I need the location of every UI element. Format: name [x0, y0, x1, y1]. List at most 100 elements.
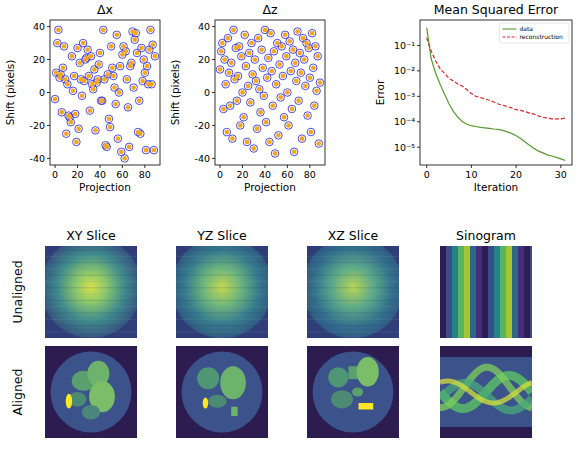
streak [45, 306, 137, 307]
y-tick [212, 125, 215, 126]
scatter-point [122, 156, 127, 161]
scatter-point [282, 115, 287, 120]
streak [524, 246, 526, 338]
streak [176, 262, 268, 263]
streak [307, 300, 399, 301]
scatter-point [58, 72, 63, 77]
streak [176, 294, 268, 295]
y-tick-label: 10⁻² [394, 65, 415, 76]
scatter-point [115, 89, 123, 97]
x-tick [560, 165, 561, 168]
phantom-shape [82, 405, 100, 420]
scatter-point [138, 44, 146, 52]
scatter-point [90, 82, 95, 87]
streak [516, 246, 518, 338]
scatter-point [273, 151, 278, 156]
scatter-point [288, 69, 293, 74]
x-tick-label: 40 [94, 169, 106, 180]
streak [502, 246, 504, 338]
scatter-point [254, 34, 262, 42]
scatter-point [95, 61, 103, 69]
scatter-point [307, 128, 315, 136]
scatter-point [316, 79, 324, 87]
scatter-point [121, 44, 126, 49]
scatter-point [113, 31, 121, 39]
plot-background [50, 20, 160, 165]
streak [176, 281, 268, 282]
scatter-point [286, 38, 294, 46]
scatter-point [268, 67, 276, 75]
scatter-point [144, 148, 149, 153]
scatter-point [222, 57, 227, 62]
scatter-point [266, 55, 271, 60]
streak [470, 246, 472, 338]
scatter-point [131, 85, 136, 90]
image-panel [176, 246, 268, 338]
scatter-point [107, 116, 112, 121]
scatter-point [105, 72, 110, 77]
legend-swatch [502, 36, 516, 37]
phantom-shape [328, 367, 348, 387]
streak [492, 246, 494, 338]
streak [510, 246, 512, 338]
streak [45, 262, 137, 263]
legend-swatch [502, 28, 516, 29]
streak [307, 256, 399, 257]
scatter-point [230, 26, 238, 34]
scatter-point [302, 57, 307, 62]
scatter-point [250, 145, 258, 153]
scatter-point [249, 41, 254, 46]
y-tick [47, 92, 50, 93]
scatter-point [296, 98, 301, 103]
scatter-point [230, 136, 235, 141]
scatter-point [139, 77, 147, 85]
scatter-point [55, 41, 60, 46]
streak [454, 246, 456, 338]
scatter-point [71, 110, 79, 118]
scatter-point [266, 138, 274, 146]
x-tick-label: 80 [139, 169, 151, 180]
x-axis-title: Projection [244, 181, 296, 193]
scatter-point [74, 140, 79, 145]
scatter-point [246, 84, 251, 89]
scatter-point [261, 26, 269, 34]
streak [480, 246, 482, 338]
scatter-point [263, 74, 271, 82]
scatter-point [127, 144, 132, 149]
streak [504, 246, 506, 338]
scatter-point [242, 62, 250, 70]
scatter-point [51, 95, 59, 103]
row-title: Unaligned [10, 260, 25, 323]
x-tick-label: 20 [236, 169, 248, 180]
scatter-point [308, 29, 316, 37]
scatter-point [134, 128, 142, 136]
scatter-point [258, 46, 266, 54]
streak [520, 246, 522, 338]
scatter-point [91, 87, 96, 92]
phantom-disk [313, 352, 394, 433]
scatter-point [315, 140, 323, 148]
streak [488, 246, 490, 338]
scatter-point [270, 103, 275, 108]
scatter-point [295, 29, 300, 34]
scatter-point [237, 44, 242, 49]
scatter-point [138, 131, 143, 136]
scatter-point [105, 115, 113, 123]
streak [498, 246, 500, 338]
blur-blob [45, 246, 137, 338]
streak [486, 246, 488, 338]
scatter-point [294, 28, 302, 36]
scatter-point [272, 80, 280, 88]
streak [452, 246, 454, 338]
x-tick [426, 165, 427, 168]
plot-frame [215, 20, 325, 165]
x-tick-label: 20 [71, 169, 83, 180]
scatter-point [256, 85, 264, 93]
scatter-point [114, 135, 122, 143]
plot-frame [420, 20, 572, 165]
legend-box [499, 23, 569, 43]
scatter-point [89, 54, 94, 59]
figure: 020406080-40-2002040ΔxProjectionShift (p… [0, 0, 581, 458]
scatter-point [224, 130, 229, 135]
scatter-point [267, 29, 275, 37]
